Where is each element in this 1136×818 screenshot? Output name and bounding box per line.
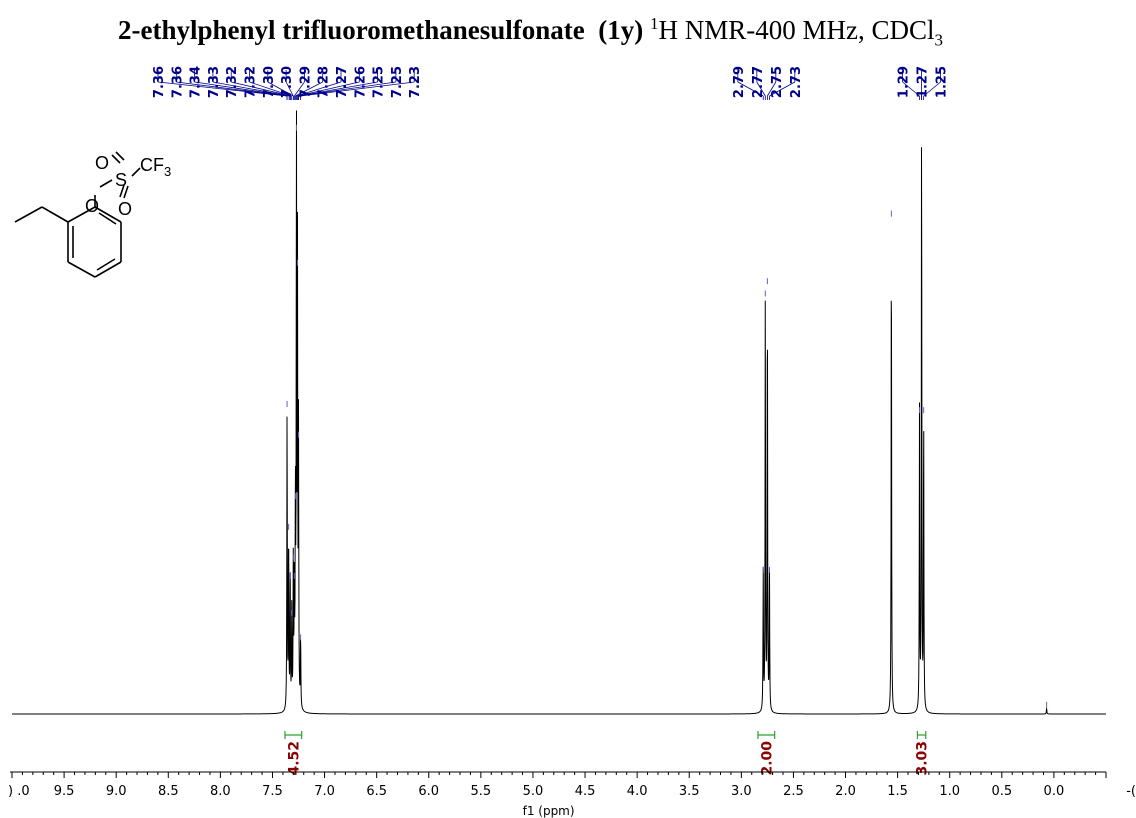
nucleus-info: H NMR-400 MHz, CDCl (658, 15, 935, 45)
atom-o-bottom: O (118, 199, 132, 219)
peak-label-connector (231, 81, 292, 97)
atom-o-link: O (85, 196, 99, 216)
peak-label: 2.73 (789, 66, 804, 98)
x-tick-label: 9.5 (54, 784, 75, 799)
compound-label: (1y) (598, 15, 644, 45)
peak-label-connector (176, 81, 288, 97)
x-tick-label: 3.5 (679, 784, 700, 799)
x-tick-label: 9.0 (106, 784, 127, 799)
x-tick-label: 4.0 (627, 784, 648, 799)
integration-value: 2.00 (759, 741, 775, 776)
x-tick-label: 5.0 (523, 784, 544, 799)
peak-label: 7.30 (280, 66, 295, 98)
peak-label: 7.29 (298, 66, 313, 98)
peak-label-connector (769, 81, 796, 97)
x-tick-label: 1.0 (939, 784, 960, 799)
peak-label-connector (902, 81, 920, 97)
x-tick-label: 3.0 (731, 784, 752, 799)
peak-label-connector (267, 81, 294, 97)
peak-label: 7.30 (262, 66, 277, 98)
peak-label-connector (756, 81, 766, 97)
peak-label-connector (298, 81, 396, 97)
x-tick-label: 6.5 (366, 784, 387, 799)
peak-label-connector (212, 81, 291, 97)
x-tick-label: 2.5 (783, 784, 804, 799)
peak-label: 1.25 (935, 66, 950, 98)
x-tick-label: 7.0 (314, 784, 335, 799)
peak-label: 7.27 (335, 66, 350, 98)
x-tick-label: 6.0 (418, 784, 439, 799)
peak-label-connector (295, 81, 323, 97)
x-tick-label: 8.5 (158, 784, 179, 799)
x-tick-label: 5.5 (471, 784, 492, 799)
x-tick-label: 1.5 (887, 784, 908, 799)
peak-label-connector (298, 81, 378, 97)
atom-s: S (115, 170, 127, 190)
peak-label-connector (297, 81, 360, 97)
molecule-structure: O S O O CF3 (14, 151, 171, 278)
integration-value: 3.03 (915, 741, 931, 776)
solvent-subscript: 3 (934, 30, 944, 50)
compound-name: 2-ethylphenyl trifluoromethanesulfonate (118, 15, 585, 45)
peak-label: 1.27 (916, 66, 931, 98)
peak-label-connector (294, 81, 305, 97)
peak-label: 1.29 (897, 66, 912, 98)
peak-label: 7.32 (244, 66, 259, 98)
x-tick-label: 2.0 (835, 784, 856, 799)
peak-label-connector (194, 81, 290, 97)
peak-label: 2.79 (732, 66, 747, 98)
spectrum-trace (12, 110, 1106, 715)
x-tick-label: 0.0 (1044, 784, 1065, 799)
atom-o-top: O (95, 153, 109, 173)
group-cf3: CF3 (140, 155, 171, 179)
x-tick-label: 4.5 (575, 784, 596, 799)
x-tick-label: 0.5 (991, 784, 1012, 799)
x-tick-label: 8.0 (210, 784, 231, 799)
peak-label: 7.28 (317, 66, 332, 98)
peak-label-connector (923, 81, 941, 97)
integration-value: 4.52 (286, 741, 302, 776)
peak-label-connector (296, 81, 342, 97)
x-tick-label: -( (1126, 784, 1136, 799)
peak-label: 7.25 (390, 66, 405, 98)
group-cf3-subscript: 3 (164, 164, 171, 179)
x-tick-label: ) .0 (8, 784, 30, 799)
peak-label: 7.23 (408, 66, 423, 98)
peak-label-connector (285, 81, 294, 97)
x-tick-label: 7.5 (262, 784, 283, 799)
peak-label: 7.26 (353, 66, 368, 98)
peak-label: 2.75 (770, 66, 785, 98)
peak-label-connector (249, 81, 292, 97)
peak-label-connector (767, 81, 777, 97)
plot-layer: 7.36 7.36 7.34 7.33 7.32 7.32 7.30 7.30 7.29 7.28… (8, 66, 1136, 818)
nucleus-superscript: 1 (649, 14, 659, 33)
spectrum-title: 2-ethylphenyl trifluoromethanesulfonate … (118, 14, 1128, 50)
peak-label: 7.25 (372, 66, 387, 98)
peak-label-connector (300, 81, 415, 97)
group-cf3-main: CF (140, 155, 164, 175)
x-axis-label: f1 (ppm) (523, 804, 575, 818)
peak-label-connector (737, 81, 764, 97)
